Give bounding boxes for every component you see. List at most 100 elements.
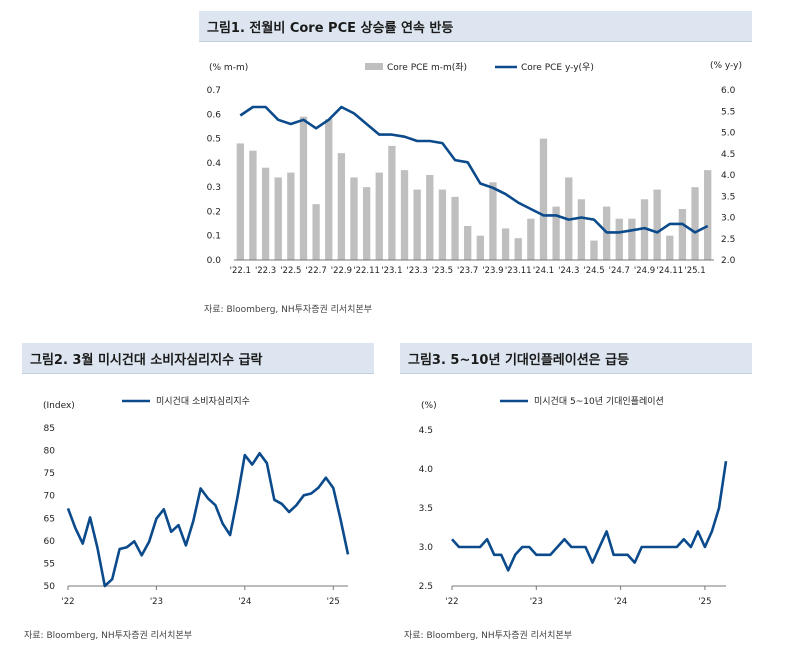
fig1-bar <box>666 235 674 260</box>
fig1-y-right-tick: 2.5 <box>721 235 735 245</box>
fig3-chart: (%) 미시건대 5~10년 기대인플레이션 2.5 3.0 3.5 4.0 4.5 '22 '… <box>419 396 728 607</box>
fig1-x-tick: '22.1 <box>230 266 251 276</box>
fig2-y-tick: 85 <box>44 424 55 434</box>
fig2-legend-label: 미시건대 소비자심리지수 <box>156 396 250 407</box>
fig1-y-right-tick: 2.0 <box>721 256 736 266</box>
fig2-title: 그림2. 3월 미시건대 소비자심리지수 급락 <box>30 353 263 368</box>
fig1-bar <box>678 209 687 260</box>
fig1-y-right-tick: 5.5 <box>721 107 735 117</box>
fig1-bar <box>640 199 649 260</box>
fig2-y-tick: 70 <box>44 492 56 502</box>
fig2-y-tick: 60 <box>44 537 56 547</box>
fig2-y-tick: 55 <box>44 559 55 569</box>
fig1-bar <box>539 138 548 260</box>
fig1-bar <box>590 240 598 260</box>
fig1-y-right-tick: 5.0 <box>721 129 736 139</box>
fig1-bar <box>464 226 472 260</box>
fig1-x-tick: '23.3 <box>407 266 428 276</box>
fig1-x-tick: '24.9 <box>634 266 655 276</box>
fig1-bar <box>653 189 661 260</box>
fig1-bar <box>704 170 712 260</box>
fig1-bar <box>577 199 586 260</box>
fig2-title-bar: 그림2. 3월 미시건대 소비자심리지수 급락 <box>22 343 374 374</box>
fig1-legend-line-label: Core PCE y-y(우) <box>521 62 594 73</box>
fig3-unit: (%) <box>421 401 437 411</box>
fig1-bar <box>388 145 396 260</box>
fig1-source: 자료: Bloomberg, NH투자증권 리서치본부 <box>204 305 373 315</box>
fig1-x-tick: '23.9 <box>482 266 503 276</box>
fig3-x-tick: '22 <box>445 597 458 607</box>
fig2-x-tick: '23 <box>150 597 163 607</box>
fig1-bar <box>375 172 383 260</box>
fig1-x-tick: '24.7 <box>609 266 630 276</box>
fig2-y-tick: 80 <box>44 447 56 457</box>
fig1-bar <box>691 187 699 260</box>
fig3-source: 자료: Bloomberg, NH투자증권 리서치본부 <box>404 631 573 641</box>
fig1-y-right-tick: 4.5 <box>721 150 735 160</box>
fig3-x-tick: '24 <box>614 597 627 607</box>
fig3-y-tick: 4.5 <box>419 426 433 436</box>
fig1-bar <box>249 150 257 260</box>
fig1-bar <box>426 175 434 260</box>
fig3-y-tick: 3.0 <box>419 543 434 553</box>
fig1-y-left-tick: 0.0 <box>207 256 222 266</box>
fig1-bar <box>274 177 282 260</box>
fig1-bar <box>451 196 459 260</box>
fig1-y-right-tick: 3.5 <box>721 192 735 202</box>
fig2-y-tick: 75 <box>44 469 55 479</box>
fig1-legend-bar-swatch <box>365 63 383 70</box>
fig1-y-left-tick: 0.7 <box>207 86 221 96</box>
fig1-legend-bar-label: Core PCE m-m(좌) <box>387 62 467 73</box>
fig1-title-bar: 그림1. 전월비 Core PCE 상승률 연속 반등 <box>199 11 752 42</box>
fig1-bar <box>362 187 371 260</box>
fig1-y-left-tick: 0.2 <box>207 207 221 217</box>
fig2-source: 자료: Bloomberg, NH투자증권 리서치본부 <box>24 631 193 641</box>
fig1-y-left-tick: 0.6 <box>207 110 222 120</box>
fig1-x-tick: '23.1 <box>381 266 402 276</box>
fig2-unit: (Index) <box>43 401 75 411</box>
fig3-title-bar: 그림3. 5~10년 기대인플레이션은 급등 <box>400 343 752 374</box>
fig1-bar <box>527 218 535 260</box>
fig1-bar <box>438 189 447 260</box>
fig1-bar <box>400 170 409 260</box>
fig2-x-tick: '22 <box>61 597 74 607</box>
fig3-x-tick: '23 <box>530 597 543 607</box>
fig1-y-left-tick: 0.3 <box>207 183 221 193</box>
fig1-bar <box>413 189 421 260</box>
fig1-bar <box>261 167 270 260</box>
fig2-x-tick: '25 <box>327 597 340 607</box>
fig1-x-tick: '24.11 <box>656 266 683 276</box>
fig2-line-series <box>66 452 350 588</box>
fig1-left-unit: (% m-m) <box>209 63 248 73</box>
fig3-x-tick: '25 <box>698 597 711 607</box>
fig1-bar <box>628 218 636 260</box>
fig1-x-tick: '23.5 <box>432 266 453 276</box>
fig1-bar <box>236 143 244 260</box>
fig3-title: 그림3. 5~10년 기대인플레이션은 급등 <box>408 353 630 368</box>
fig3-y-tick: 4.0 <box>419 465 434 475</box>
fig1-x-tick: '22.5 <box>280 266 301 276</box>
fig1-chart: (% m-m) (% y-y) Core PCE m-m(좌) Core PCE y-… <box>207 61 742 276</box>
fig1-bar <box>312 204 320 260</box>
fig1-y-left-tick: 0.4 <box>207 159 222 169</box>
fig1-title: 그림1. 전월비 Core PCE 상승률 연속 반등 <box>207 21 454 36</box>
fig2-y-tick: 65 <box>44 514 55 524</box>
fig3-legend-label: 미시건대 5~10년 기대인플레이션 <box>534 396 664 407</box>
fig3-line-series <box>451 461 728 572</box>
fig2-x-tick: '24 <box>238 597 251 607</box>
fig1-bar <box>489 182 497 260</box>
fig1-y-right-tick: 6.0 <box>721 86 736 96</box>
fig1-bar <box>337 153 346 260</box>
fig1-right-unit: (% y-y) <box>710 61 742 71</box>
fig1-line-series <box>239 105 709 234</box>
fig1-x-tick: '23.7 <box>457 266 478 276</box>
fig3-y-tick: 2.5 <box>419 582 433 592</box>
fig1-x-tick: '22.3 <box>255 266 276 276</box>
fig1-y-left-tick: 0.1 <box>207 232 221 242</box>
fig1-bar <box>350 177 358 260</box>
fig2-chart: (Index) 미시건대 소비자심리지수 50 55 60 65 70 75 80 85 '22 '2… <box>43 396 350 607</box>
fig1-bar <box>325 119 333 261</box>
fig1-bar <box>514 238 522 260</box>
fig1-bar <box>287 172 295 260</box>
fig1-y-left-tick: 0.5 <box>207 135 221 145</box>
